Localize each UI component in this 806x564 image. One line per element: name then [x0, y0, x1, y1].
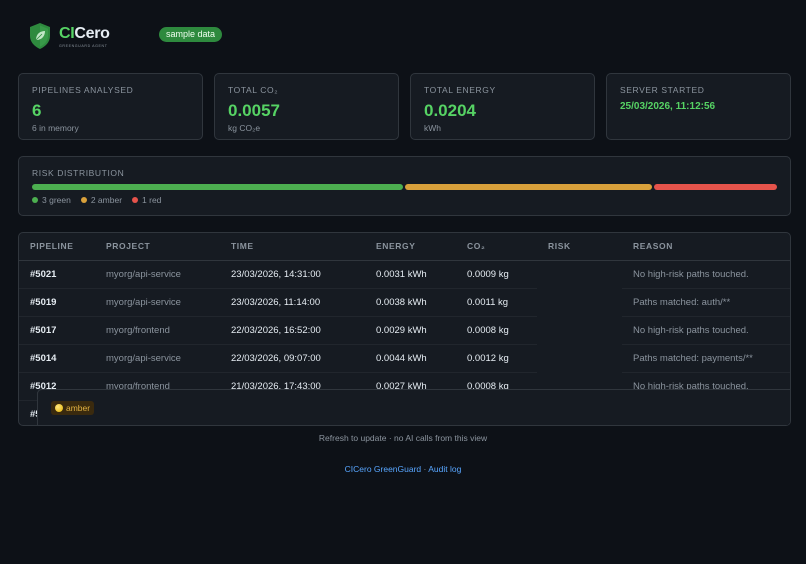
energy-value: 0.0038 kWh [365, 288, 456, 317]
pipeline-time: 22/03/2026, 09:07:00 [220, 344, 365, 373]
legend-red: 1 red [132, 195, 161, 205]
stat-card-energy: TOTAL ENERGY 0.0204 kWh [410, 73, 595, 140]
table-row: #5009myorg/data-pipeline21/03/2026, 13:2… [19, 389, 790, 425]
stats-row: PIPELINES ANALYSED 6 6 in memory TOTAL C… [18, 73, 791, 140]
header: CICero GREENGUARD AGENT sample data [28, 22, 788, 50]
brand: CICero GREENGUARD AGENT [59, 25, 110, 49]
legend-amber: 2 amber [80, 195, 123, 205]
risk-bar [32, 184, 777, 190]
project-name: myorg/frontend [95, 316, 220, 345]
col-co2: CO₂ [456, 233, 537, 261]
pipeline-id: #5019 [19, 288, 95, 317]
risk-distribution: RISK DISTRIBUTION 3 green 2 amber 1 red [18, 156, 791, 216]
footer-links: CICero GreenGuard · Audit log [0, 464, 806, 475]
risk-dot-icon [55, 404, 63, 412]
footer-separator: · [421, 464, 429, 474]
reason-text: Paths matched: payments/** [622, 344, 790, 373]
pipeline-time: 23/03/2026, 14:31:00 [220, 260, 365, 289]
risk-label: RISK DISTRIBUTION [32, 168, 125, 178]
pipeline-id: #5017 [19, 316, 95, 345]
project-name: myorg/api-service [95, 344, 220, 373]
legend-red-label: 1 red [142, 195, 162, 205]
table-header-row: PIPELINE PROJECT TIME ENERGY CO₂ RISK RE… [19, 233, 790, 261]
col-time: TIME [220, 233, 365, 261]
risk-badge-label: amber [66, 403, 91, 413]
legend-dot-red [132, 197, 139, 203]
stat-card-pipelines: PIPELINES ANALYSED 6 6 in memory [18, 73, 203, 140]
risk-segment-amber [404, 184, 652, 190]
brand-subtitle: GREENGUARD AGENT [59, 44, 108, 48]
legend-amber-label: 2 amber [90, 195, 123, 205]
pipeline-time: 23/03/2026, 11:14:00 [220, 288, 365, 317]
brand-suffix: Cero [74, 25, 110, 42]
pipeline-id: #5014 [19, 344, 95, 373]
stat-label: TOTAL CO₂ [228, 85, 279, 95]
legend-green-label: 3 green [42, 195, 71, 205]
stat-sub: kg CO₂e [228, 123, 261, 133]
refresh-note: Refresh to update · no AI calls from thi… [318, 433, 488, 443]
col-project: PROJECT [95, 233, 220, 261]
risk-segment-red [653, 184, 777, 190]
col-risk: RISK [537, 233, 622, 261]
risk-segment-green [32, 184, 403, 190]
project-name: myorg/api-service [95, 288, 220, 317]
table-row: #5021 myorg/api-service 23/03/2026, 14:31:… [19, 260, 790, 425]
risk-badge: amber [51, 401, 95, 415]
table-row: #5019 myorg/api-service 23/03/2026, 11:14:… [19, 288, 790, 425]
shield-leaf-icon [30, 23, 50, 49]
stat-value: 6 [32, 101, 42, 120]
risk-cell: amber [37, 389, 790, 425]
energy-value: 0.0044 kWh [365, 344, 456, 373]
col-pipeline: PIPELINE [19, 233, 95, 261]
table-row: #5017 myorg/frontend 22/03/2026, 16:52:00 0… [19, 316, 790, 425]
energy-value: 0.0029 kWh [365, 316, 456, 345]
stat-card-co2: TOTAL CO₂ 0.0057 kg CO₂e [214, 73, 399, 140]
stat-label: PIPELINES ANALYSED [32, 85, 134, 95]
col-energy: ENERGY [365, 233, 456, 261]
brand-name: CICero [59, 25, 110, 43]
stat-value: 0.0204 [424, 101, 476, 120]
legend-green: 3 green [32, 195, 71, 205]
pipeline-id: #5021 [19, 260, 95, 289]
stat-label: TOTAL ENERGY [424, 85, 496, 95]
legend-dot-green [32, 197, 38, 203]
stat-sub: kWh [424, 123, 441, 133]
col-reason: REASON [622, 233, 790, 261]
audit-log-link[interactable]: Audit log [428, 464, 462, 474]
table-row: #5014 myorg/api-service 22/03/2026, 09:07:… [19, 344, 790, 425]
pipelines-table: PIPELINE PROJECT TIME ENERGY CO₂ RISK RE… [18, 232, 791, 426]
co2-value: 0.0009 kg [456, 260, 537, 289]
stat-sub: 6 in memory [32, 123, 79, 133]
stat-card-server-started: SERVER STARTED 25/03/2026, 11:12:56 [606, 73, 791, 140]
brand-prefix: CI [59, 25, 75, 42]
sample-data-badge: sample data [159, 27, 223, 42]
reason-text: No high-risk paths touched. [622, 260, 790, 289]
legend-dot-amber [80, 197, 87, 203]
project-name: myorg/api-service [95, 260, 220, 289]
stat-value: 25/03/2026, 11:12:56 [620, 101, 716, 112]
brand-link[interactable]: CICero GreenGuard [344, 464, 422, 474]
co2-value: 0.0012 kg [456, 344, 537, 373]
reason-text: Paths matched: auth/** [622, 288, 790, 317]
energy-value: 0.0031 kWh [365, 260, 456, 289]
co2-value: 0.0008 kg [456, 316, 537, 345]
stat-value: 0.0057 [228, 101, 280, 120]
co2-value: 0.0011 kg [456, 288, 537, 317]
stat-label: SERVER STARTED [620, 85, 705, 95]
reason-text: No high-risk paths touched. [622, 316, 790, 345]
pipeline-time: 22/03/2026, 16:52:00 [220, 316, 365, 345]
risk-legend: 3 green 2 amber 1 red [32, 195, 161, 205]
